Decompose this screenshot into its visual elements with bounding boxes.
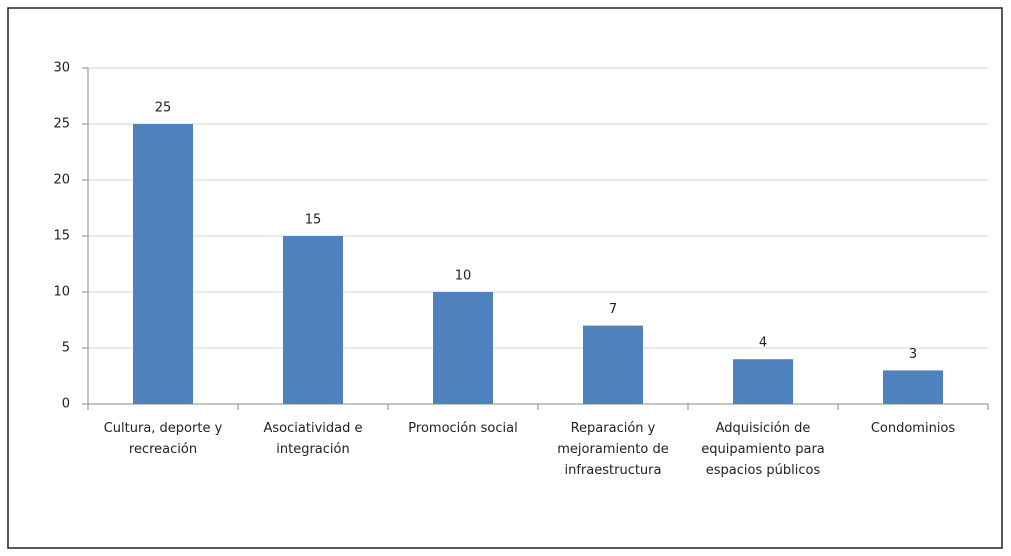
bar — [133, 124, 193, 404]
y-tick-label: 15 — [53, 229, 70, 244]
x-tick-label: Cultura, deporte y recreación — [103, 421, 223, 457]
x-tick-label: Reparación y mejoramiento de infraestruc… — [557, 421, 669, 478]
y-tick-label: 25 — [53, 117, 70, 132]
y-tick-label: 30 — [53, 61, 70, 76]
data-label: 4 — [759, 336, 767, 351]
bar — [583, 325, 643, 404]
x-tick-label: Promoción social — [408, 421, 518, 436]
bar — [283, 236, 343, 404]
data-label: 3 — [909, 347, 917, 362]
y-tick-label: 10 — [53, 285, 70, 300]
data-label: 10 — [455, 269, 472, 284]
bar — [733, 359, 793, 404]
x-tick-label: Asociatividad e integración — [263, 421, 363, 457]
y-tick-label: 20 — [53, 173, 70, 188]
data-label: 7 — [609, 302, 617, 317]
x-tick-label: Condominios — [870, 421, 956, 436]
data-label: 15 — [305, 213, 322, 228]
y-tick-label: 0 — [62, 397, 70, 412]
x-tick-label: Adquisición de equipamiento para espacio… — [701, 421, 825, 478]
bar — [433, 292, 493, 404]
bar — [883, 370, 943, 404]
data-label: 25 — [155, 101, 172, 116]
y-tick-label: 5 — [62, 341, 70, 356]
